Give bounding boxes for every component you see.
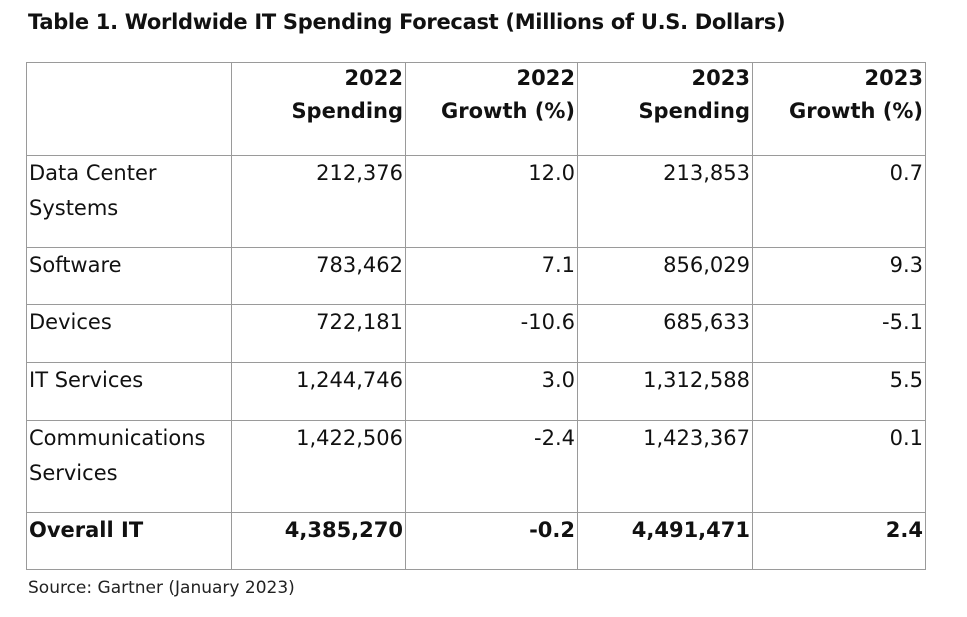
table-total-row: Overall IT 4,385,270 -0.2 4,491,471 2.4: [26, 512, 926, 570]
header-2022-growth-year: 2022: [516, 66, 575, 90]
total-2022-growth: -0.2: [405, 512, 578, 570]
header-2023-spending: 2023 Spending: [577, 62, 753, 156]
table-row: Communications Services 1,422,506 -2.4 1…: [26, 420, 926, 513]
header-2023-spending-label: Spending: [638, 99, 750, 123]
cell-2022-spending: 212,376: [231, 155, 406, 248]
table-row: Data Center Systems 212,376 12.0 213,853…: [26, 155, 926, 248]
total-2023-growth: 2.4: [752, 512, 926, 570]
cell-2023-growth: 0.7: [752, 155, 926, 248]
it-spending-table: 2022 Spending 2022 Growth (%) 2023 Spend…: [26, 62, 926, 570]
header-empty-cell: [26, 62, 232, 156]
table-header-row: 2022 Spending 2022 Growth (%) 2023 Spend…: [26, 62, 926, 156]
cell-2022-growth: -10.6: [405, 304, 578, 363]
header-2023-growth: 2023 Growth (%): [752, 62, 926, 156]
cell-2023-spending: 856,029: [577, 247, 753, 305]
cell-2023-spending: 213,853: [577, 155, 753, 248]
total-2022-spending: 4,385,270: [231, 512, 406, 570]
header-2022-growth: 2022 Growth (%): [405, 62, 578, 156]
cell-2022-spending: 1,422,506: [231, 420, 406, 513]
total-label: Overall IT: [26, 512, 232, 570]
table-title: Table 1. Worldwide IT Spending Forecast …: [28, 10, 786, 34]
row-label: Communications Services: [26, 420, 232, 513]
header-2023-growth-year: 2023: [864, 66, 923, 90]
row-label: IT Services: [26, 362, 232, 421]
cell-2022-growth: 3.0: [405, 362, 578, 421]
row-label: Software: [26, 247, 232, 305]
header-2022-spending: 2022 Spending: [231, 62, 406, 156]
row-label-line1: Data Center: [29, 161, 157, 185]
cell-2022-spending: 783,462: [231, 247, 406, 305]
row-label-line2: Services: [29, 461, 118, 485]
row-label: Devices: [26, 304, 232, 363]
cell-2023-spending: 1,312,588: [577, 362, 753, 421]
table-row: Software 783,462 7.1 856,029 9.3: [26, 247, 926, 305]
cell-2023-growth: 5.5: [752, 362, 926, 421]
source-note: Source: Gartner (January 2023): [28, 578, 295, 598]
header-2022-growth-label: Growth (%): [441, 99, 575, 123]
cell-2023-growth: 0.1: [752, 420, 926, 513]
row-label: Data Center Systems: [26, 155, 232, 248]
cell-2023-spending: 685,633: [577, 304, 753, 363]
cell-2022-spending: 1,244,746: [231, 362, 406, 421]
header-2022-spending-label: Spending: [291, 99, 403, 123]
cell-2022-growth: -2.4: [405, 420, 578, 513]
cell-2022-spending: 722,181: [231, 304, 406, 363]
cell-2023-spending: 1,423,367: [577, 420, 753, 513]
header-2023-growth-label: Growth (%): [789, 99, 923, 123]
cell-2023-growth: -5.1: [752, 304, 926, 363]
table-row: IT Services 1,244,746 3.0 1,312,588 5.5: [26, 362, 926, 421]
header-2022-spending-year: 2022: [344, 66, 403, 90]
table-row: Devices 722,181 -10.6 685,633 -5.1: [26, 304, 926, 363]
header-2023-spending-year: 2023: [691, 66, 750, 90]
cell-2022-growth: 12.0: [405, 155, 578, 248]
cell-2023-growth: 9.3: [752, 247, 926, 305]
row-label-line1: Communications: [29, 426, 206, 450]
total-2023-spending: 4,491,471: [577, 512, 753, 570]
cell-2022-growth: 7.1: [405, 247, 578, 305]
row-label-line2: Systems: [29, 196, 119, 220]
